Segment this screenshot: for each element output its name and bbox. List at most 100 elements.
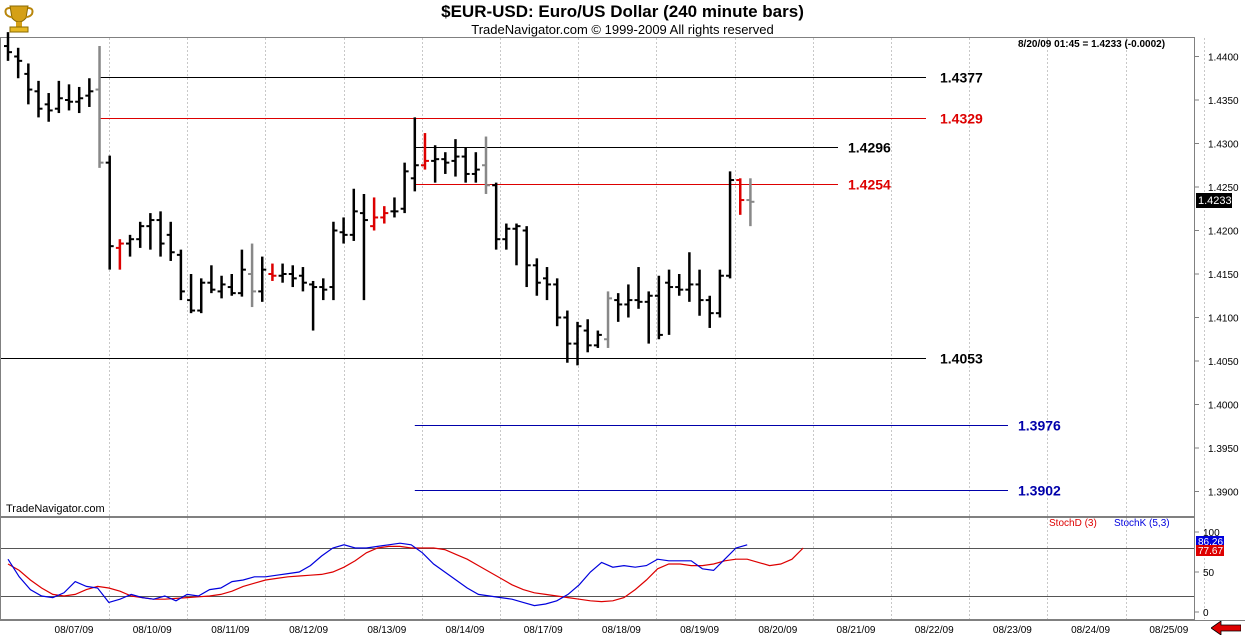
ohlc-bar: [95, 46, 104, 168]
ohlc-bar: [156, 211, 165, 257]
ohlc-bar: [685, 252, 694, 302]
chart-subtitle: TradeNavigator.com © 1999-2009 All right…: [471, 22, 774, 37]
ohlc-bar: [695, 269, 704, 316]
ohlc-bar: [298, 267, 307, 292]
stoch-panel-frame: [0, 517, 1195, 620]
ohlc-bar: [65, 84, 74, 111]
price-axis-label: 1.3950: [1208, 444, 1239, 455]
stoch-axis-label: 100: [1203, 528, 1220, 539]
date-axis-label: 08/13/09: [367, 625, 406, 636]
ohlc-bar: [746, 178, 755, 227]
ohlc-bar: [583, 319, 592, 353]
ohlc-bar: [24, 63, 33, 105]
ohlc-bar: [85, 78, 94, 107]
price-axis-label: 1.4100: [1208, 314, 1239, 325]
price-level-label: 1.3976: [1018, 418, 1061, 434]
price-axis-label: 1.4400: [1208, 53, 1239, 64]
ohlc-bar: [522, 226, 531, 288]
legend-stochk: StochK (5,3): [1114, 518, 1170, 529]
ohlc-bar: [736, 178, 745, 215]
ohlc-bar: [197, 278, 206, 314]
ohlc-bar: [471, 152, 480, 183]
date-axis-label: 08/10/09: [133, 625, 172, 636]
ohlc-bar: [227, 274, 236, 296]
stoch-axis-label: 0: [1203, 608, 1209, 619]
ohlc-bar: [44, 93, 53, 122]
ohlc-bar: [217, 275, 226, 299]
stoch-axis-label: 50: [1203, 568, 1215, 579]
date-axis-label: 08/12/09: [289, 625, 328, 636]
ohlc-bar: [339, 217, 348, 244]
ohlc-bar: [634, 267, 643, 309]
ohlc-bar: [644, 291, 653, 344]
ohlc-bar: [715, 269, 724, 318]
ohlc-bar: [431, 145, 440, 183]
ohlc-bar: [441, 152, 450, 174]
ohlc-bar: [532, 258, 541, 296]
ohlc-bar: [370, 197, 379, 231]
price-axis-label: 1.3900: [1208, 488, 1239, 499]
ohlc-bar: [461, 147, 470, 183]
ohlc-bar: [380, 206, 389, 224]
ohlc-bar: [726, 171, 735, 279]
ohlc-bar: [675, 274, 684, 296]
ohlc-bar: [166, 221, 175, 261]
date-axis-label: 08/25/09: [1149, 625, 1188, 636]
date-axis-label: 08/21/09: [837, 625, 876, 636]
ohlc-bar: [268, 263, 277, 281]
ohlc-bar: [187, 274, 196, 314]
ohlc-bar: [329, 221, 338, 301]
quote-readout: 8/20/09 01:45 = 1.4233 (-0.0002): [1018, 39, 1165, 50]
date-axis-label: 08/23/09: [993, 625, 1032, 636]
ohlc-bar: [359, 193, 368, 301]
date-axis-label: 08/22/09: [915, 625, 954, 636]
price-level-label: 1.3902: [1018, 483, 1061, 499]
left-arrow-icon[interactable]: [1210, 620, 1242, 640]
price-level-label: 1.4296: [848, 140, 891, 156]
watermark: TradeNavigator.com: [6, 503, 105, 515]
date-axis-label: 08/24/09: [1071, 625, 1110, 636]
date-axis-label: 08/11/09: [211, 625, 250, 636]
price-axis-label: 1.4200: [1208, 227, 1239, 238]
ohlc-bar: [502, 223, 511, 250]
ohlc-bar: [176, 249, 185, 301]
stochk-value-label: 86.26: [1198, 537, 1223, 548]
ohlc-bar: [512, 223, 521, 266]
price-panel-frame: [0, 37, 1195, 517]
price-axis-label: 1.4150: [1208, 270, 1239, 281]
ohlc-bar: [654, 275, 663, 340]
stochk-value-box: [1196, 536, 1224, 547]
ohlc-bar: [553, 278, 562, 327]
ohlc-bar: [593, 330, 602, 348]
date-axis-label: 08/07/09: [55, 625, 94, 636]
price-axis-label: 1.4250: [1208, 183, 1239, 194]
ohlc-bar: [14, 47, 23, 79]
ohlc-bar: [390, 197, 399, 218]
ohlc-bar: [705, 295, 714, 328]
ohlc-bar: [665, 269, 674, 335]
legend-stochd: StochD (3): [1049, 518, 1097, 529]
ohlc-bar: [278, 263, 287, 283]
ohlc-bar: [237, 249, 246, 297]
ohlc-bar: [349, 188, 358, 241]
ohlc-bar: [451, 139, 460, 177]
last-price-label: 1.4233: [1198, 195, 1232, 207]
ohlc-bar: [543, 267, 552, 301]
last-price-box: [1196, 193, 1232, 208]
price-axis-label: 1.4350: [1208, 96, 1239, 107]
ohlc-bar: [614, 293, 623, 322]
date-axis-label: 08/18/09: [602, 625, 641, 636]
ohlc-bar: [54, 80, 63, 114]
ohlc-bar: [258, 256, 267, 302]
stoch-series-line: [7, 545, 804, 603]
ohlc-bar: [75, 86, 84, 114]
ohlc-bar: [400, 162, 409, 214]
date-axis-label: 08/14/09: [446, 625, 485, 636]
ohlc-bar: [126, 234, 135, 257]
price-level-label: 1.4254: [848, 177, 891, 193]
ohlc-bar: [624, 284, 633, 318]
price-level-label: 1.4053: [940, 351, 983, 367]
price-level-label: 1.4329: [940, 111, 983, 127]
ohlc-bar: [410, 117, 419, 192]
